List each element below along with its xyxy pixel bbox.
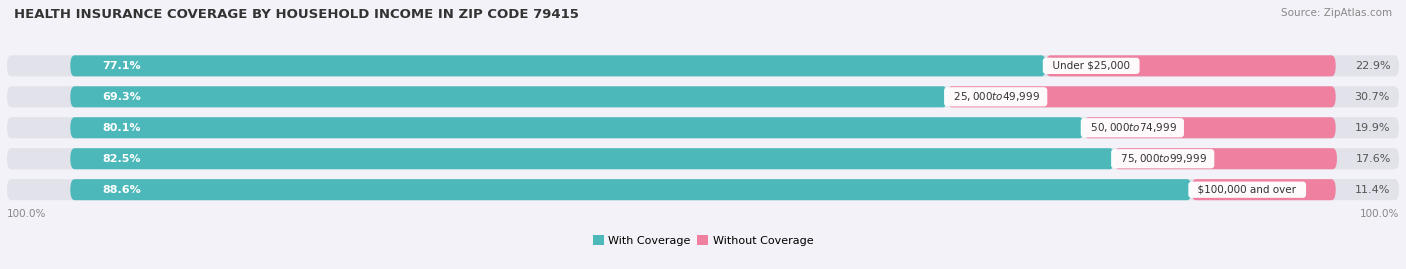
FancyBboxPatch shape xyxy=(7,86,1399,107)
FancyBboxPatch shape xyxy=(7,179,1399,200)
FancyBboxPatch shape xyxy=(70,148,1114,169)
Text: 100.0%: 100.0% xyxy=(1360,209,1399,219)
FancyBboxPatch shape xyxy=(70,55,1046,76)
FancyBboxPatch shape xyxy=(7,148,1399,169)
Text: 17.6%: 17.6% xyxy=(1355,154,1392,164)
Text: 30.7%: 30.7% xyxy=(1355,92,1391,102)
Text: 19.9%: 19.9% xyxy=(1355,123,1391,133)
FancyBboxPatch shape xyxy=(70,179,1191,200)
FancyBboxPatch shape xyxy=(70,86,948,107)
Text: Under $25,000: Under $25,000 xyxy=(1046,61,1136,71)
Text: Source: ZipAtlas.com: Source: ZipAtlas.com xyxy=(1281,8,1392,18)
Text: HEALTH INSURANCE COVERAGE BY HOUSEHOLD INCOME IN ZIP CODE 79415: HEALTH INSURANCE COVERAGE BY HOUSEHOLD I… xyxy=(14,8,579,21)
FancyBboxPatch shape xyxy=(1114,148,1337,169)
Text: 88.6%: 88.6% xyxy=(103,185,141,195)
Text: $25,000 to $49,999: $25,000 to $49,999 xyxy=(948,90,1045,103)
Text: 80.1%: 80.1% xyxy=(103,123,141,133)
Legend: With Coverage, Without Coverage: With Coverage, Without Coverage xyxy=(588,231,818,250)
FancyBboxPatch shape xyxy=(1046,55,1336,76)
FancyBboxPatch shape xyxy=(7,55,1399,76)
Text: 22.9%: 22.9% xyxy=(1355,61,1391,71)
FancyBboxPatch shape xyxy=(1084,117,1336,138)
Text: 82.5%: 82.5% xyxy=(103,154,141,164)
Text: 100.0%: 100.0% xyxy=(7,209,46,219)
Text: 77.1%: 77.1% xyxy=(103,61,141,71)
FancyBboxPatch shape xyxy=(1191,179,1336,200)
FancyBboxPatch shape xyxy=(70,117,1084,138)
Text: $75,000 to $99,999: $75,000 to $99,999 xyxy=(1114,152,1211,165)
FancyBboxPatch shape xyxy=(7,117,1399,138)
Text: 69.3%: 69.3% xyxy=(103,92,141,102)
Text: $100,000 and over: $100,000 and over xyxy=(1191,185,1303,195)
Text: $50,000 to $74,999: $50,000 to $74,999 xyxy=(1084,121,1181,134)
FancyBboxPatch shape xyxy=(948,86,1336,107)
Text: 11.4%: 11.4% xyxy=(1355,185,1391,195)
